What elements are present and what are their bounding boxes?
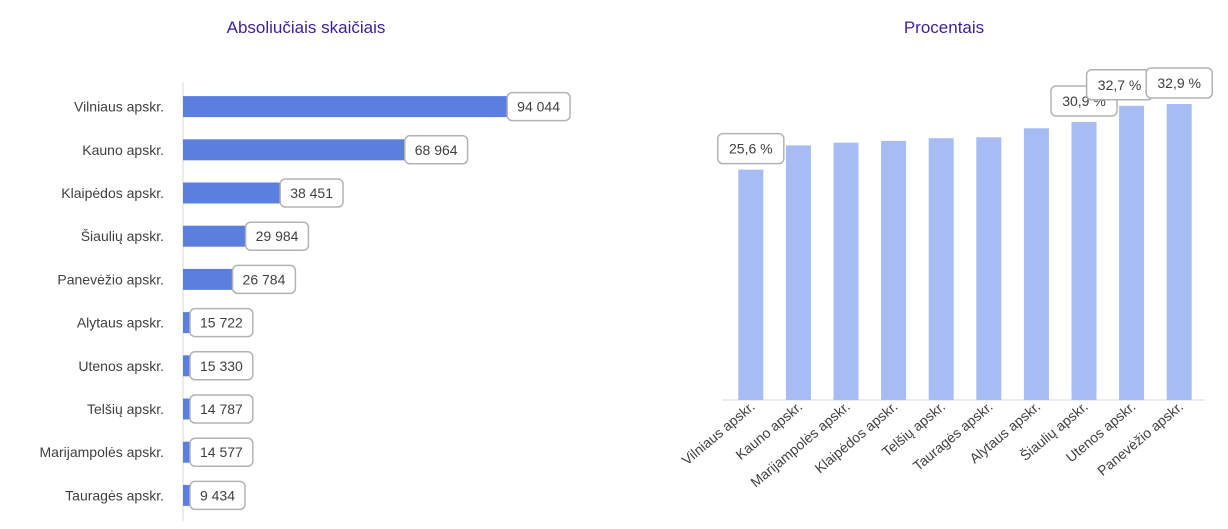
column <box>1119 105 1145 401</box>
data-label-box <box>717 132 785 165</box>
column <box>785 145 811 400</box>
data-label: 25,6 % <box>729 141 773 157</box>
left-chart-title: Absoliučiais skaičiais <box>227 18 386 37</box>
data-label-box <box>189 307 254 338</box>
category-label: Kauno apskr. <box>82 142 164 158</box>
category-label: Vilniaus apskr. <box>74 99 164 115</box>
category-label: Tauragės apskr. <box>65 487 164 503</box>
column <box>976 137 1002 400</box>
category-label: Panevėžio apskr. <box>57 271 164 287</box>
data-label: 26 784 <box>243 271 286 287</box>
category-label: Klaipėdos apskr. <box>812 398 901 476</box>
column <box>1166 104 1192 400</box>
data-label-box <box>231 264 297 295</box>
column <box>738 169 764 400</box>
data-label: 32,9 % <box>1157 75 1201 91</box>
data-label-box <box>506 91 571 122</box>
bar <box>183 96 567 118</box>
data-label: 9 434 <box>200 487 235 503</box>
column <box>1023 128 1049 400</box>
bar <box>183 139 465 161</box>
right-column-chart: Vilniaus apskr.25,6 %Kauno apskr.Marijam… <box>678 67 1213 490</box>
data-label-box <box>189 480 246 511</box>
column <box>881 140 907 400</box>
data-label: 15 722 <box>200 315 243 331</box>
category-label: Utenos apskr. <box>78 358 164 374</box>
category-label: Panevėžio apskr. <box>1094 398 1186 479</box>
category-label: Telšių apskr. <box>87 401 164 417</box>
data-label: 38 451 <box>290 185 333 201</box>
data-label: 29 984 <box>256 228 299 244</box>
category-label: Marijampolės apskr. <box>40 444 165 460</box>
column <box>928 138 954 400</box>
category-label: Klaipėdos apskr. <box>61 185 164 201</box>
data-label: 94 044 <box>517 99 560 115</box>
category-label: Šiaulių apskr. <box>81 228 164 244</box>
right-chart-title: Procentais <box>904 18 984 37</box>
data-label: 32,7 % <box>1098 77 1142 93</box>
data-label-box <box>189 351 254 381</box>
data-label-box <box>1145 67 1213 99</box>
data-label-box <box>189 394 254 424</box>
data-label-box <box>244 221 310 251</box>
left-bar-chart: Vilniaus apskr. 94 044 Kauno apskr. 68 964 K… <box>40 82 571 521</box>
data-label-box <box>404 135 469 165</box>
data-label-box <box>189 437 254 467</box>
data-label: 14 787 <box>200 401 243 417</box>
column <box>1071 121 1097 400</box>
column <box>833 142 859 400</box>
data-label-box <box>279 178 344 208</box>
data-label: 14 577 <box>200 444 243 460</box>
category-label: Tauragės apskr. <box>910 398 996 474</box>
data-label: 68 964 <box>415 142 458 158</box>
category-label: Alytaus apskr. <box>77 315 164 331</box>
data-label: 15 330 <box>200 358 243 374</box>
